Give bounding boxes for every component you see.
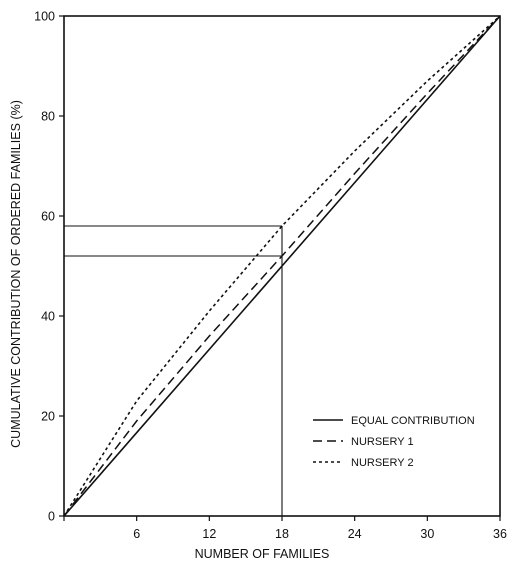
legend: EQUAL CONTRIBUTION NURSERY 1 NURSERY 2 [313,415,475,469]
x-tick-label: 12 [202,527,216,541]
series-lines [63,15,501,517]
x-tick-label: 24 [348,527,362,541]
x-axis: 6 12 18 24 30 36 [63,516,507,541]
y-tick-label: 40 [41,310,55,324]
series-line-equal-contribution [63,15,501,517]
y-tick-label: 0 [48,510,55,524]
y-tick-label: 100 [34,10,55,24]
series-line-nursery-1 [63,15,501,517]
x-tick-label: 18 [275,527,289,541]
reference-lines [64,225,283,516]
y-tick-label: 20 [41,410,55,424]
y-axis-title: CUMULATIVE CONTRIBUTION OF ORDERED FAMIL… [9,100,23,448]
x-tick-label: 30 [420,527,434,541]
y-axis: 0 20 40 60 80 100 [34,10,64,524]
x-axis-title: NUMBER OF FAMILIES [195,547,330,561]
legend-label: EQUAL CONTRIBUTION [351,415,475,427]
x-tick-label: 36 [493,527,507,541]
legend-label: NURSERY 2 [351,457,414,469]
y-tick-label: 60 [41,210,55,224]
legend-label: NURSERY 1 [351,436,414,448]
x-tick-label: 6 [133,527,140,541]
y-tick-label: 80 [41,110,55,124]
